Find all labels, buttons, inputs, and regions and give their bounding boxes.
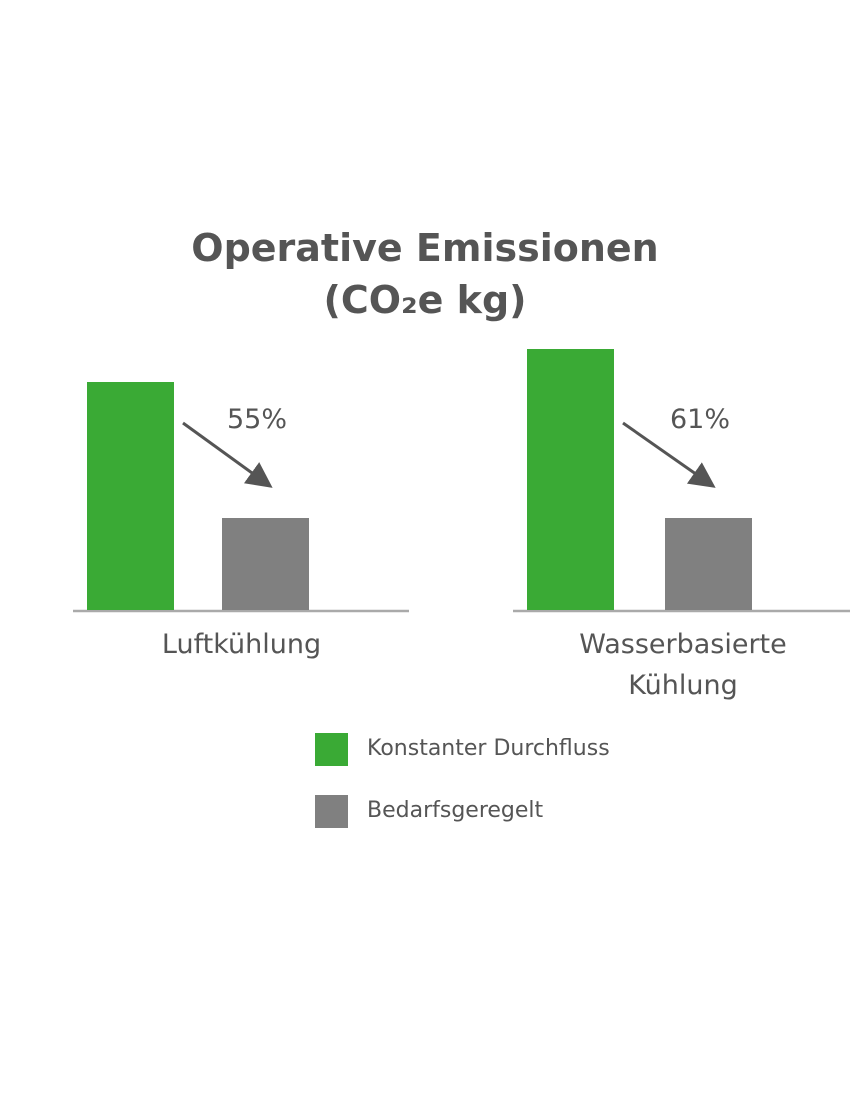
bar — [527, 349, 614, 610]
legend-label: Konstanter Durchfluss — [367, 736, 610, 761]
value-label: 55% — [226, 404, 287, 435]
legend-swatch — [315, 795, 348, 828]
value-label: 61% — [669, 404, 730, 435]
bar — [87, 382, 174, 610]
legend-label: Bedarfsgeregelt — [367, 798, 544, 823]
chart-title: Operative Emissionen (CO₂e kg) — [191, 226, 659, 322]
bar — [222, 518, 309, 610]
bar — [665, 518, 752, 610]
reduction-arrow — [622, 421, 716, 488]
x-tick-label: Luftkühlung — [161, 629, 322, 660]
x-tick-label: Wasserbasierte Kühlung — [579, 629, 787, 701]
reduction-arrow — [182, 421, 273, 488]
legend-swatch — [315, 733, 348, 766]
